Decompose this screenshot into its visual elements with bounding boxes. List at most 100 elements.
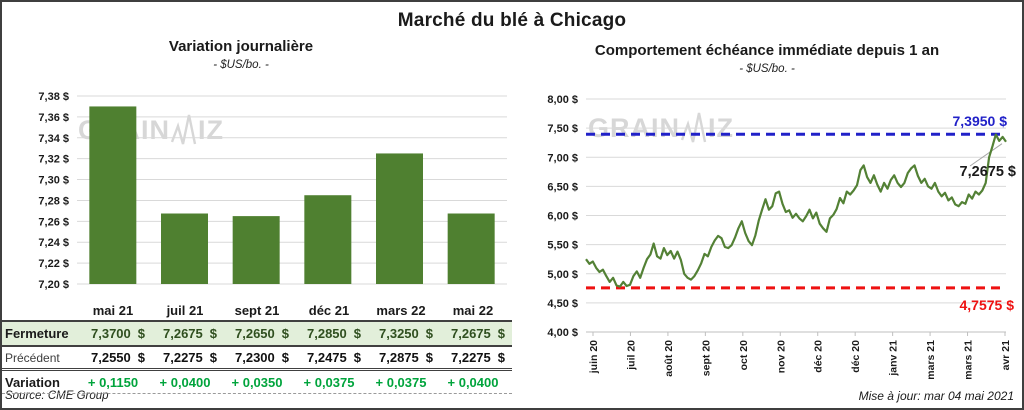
currency-sign: $: [497, 326, 505, 341]
y-tick-label: 7,26 $: [38, 216, 69, 228]
row-label: Fermeture: [5, 326, 69, 341]
currency-sign: $: [425, 350, 433, 365]
value-number: 7,2275: [163, 350, 203, 365]
table-value-cell: 7,2275 $: [149, 350, 221, 365]
table-variation-cell: + 0,0350: [231, 374, 283, 390]
high-label: 7,3950 $: [953, 113, 1008, 129]
x-tick-label: déc 20: [850, 340, 862, 373]
y-tick-label: 6,50 $: [547, 181, 578, 193]
bar: [304, 195, 352, 284]
value-number: 7,2850: [307, 326, 347, 341]
table-header-cell: mars 22: [376, 302, 426, 318]
bar-chart-title: Variation journalière: [168, 38, 314, 55]
table-row: Variation + 0,1150 + 0,0400 + 0,0350 + 0,037…: [2, 371, 512, 394]
table-value-cell: 7,2675 $: [437, 326, 509, 341]
y-tick-label: 7,30 $: [38, 175, 69, 187]
table-row: Fermeture 7,3700 $7,2675 $7,2650 $7,2850 $7,3…: [2, 320, 512, 347]
x-tick-label: déc 20: [813, 340, 825, 373]
y-tick-label: 8,00 $: [547, 94, 578, 106]
grainwiz-watermark: GRAIN IZ: [588, 112, 734, 144]
currency-sign: $: [281, 350, 289, 365]
y-tick-label: 5,50 $: [547, 240, 578, 252]
y-tick-label: 4,00 $: [547, 327, 578, 339]
line-chart: 8,00 $ 7,50 $ 7,00 $ 6,50 $ 6,00 $ 5,50 $ 5,00…: [547, 94, 1016, 380]
watermark-text: IZ: [708, 112, 734, 143]
y-tick-label: 7,28 $: [38, 195, 69, 207]
value-number: 7,2675: [163, 326, 203, 341]
table-header-cell: mai 21: [92, 302, 134, 318]
line-chart-title: Comportement échéance immédiate depuis 1…: [594, 42, 940, 59]
y-tick-label: 7,32 $: [38, 154, 69, 166]
x-tick-label: avr 21: [1000, 340, 1012, 371]
value-number: 7,3700: [91, 326, 131, 341]
y-tick-label: 7,20 $: [38, 279, 69, 291]
bar: [89, 106, 137, 284]
table-value-cell: 7,3250 $: [365, 326, 437, 341]
row-label: Précédent: [5, 350, 60, 365]
currency-sign: $: [281, 326, 289, 341]
x-tick-label: mars 21: [963, 340, 975, 380]
table-header-cell: sept 21: [234, 302, 280, 318]
y-tick-label: 5,00 $: [547, 269, 578, 281]
row-label: Variation: [5, 374, 60, 390]
low-label: 4,7575 $: [960, 297, 1015, 313]
bar: [161, 213, 208, 284]
table-value-cell: 7,2550 $: [77, 350, 149, 365]
table-value-cell: 7,3700 $: [77, 326, 149, 341]
currency-sign: $: [209, 350, 217, 365]
x-tick-label: juil 20: [625, 340, 637, 371]
watermark-zigzag-icon: [171, 114, 197, 145]
value-number: 7,2275: [451, 350, 491, 365]
last-price-label: 7,2675 $: [960, 164, 1016, 180]
table-variation-cell: + 0,0400: [447, 374, 499, 390]
currency-sign: $: [137, 350, 145, 365]
value-number: 7,3250: [379, 326, 419, 341]
value-number: 7,2875: [379, 350, 419, 365]
y-tick-label: 7,36 $: [38, 112, 69, 124]
x-tick-label: juin 20: [588, 340, 600, 374]
bar: [376, 153, 423, 284]
table-value-cell: 7,2475 $: [293, 350, 365, 365]
price-series: [585, 133, 1007, 288]
currency-sign: $: [497, 350, 505, 365]
value-number: 7,2475: [307, 350, 347, 365]
y-tick-label: 7,38 $: [38, 91, 69, 103]
table-value-cell: 7,2275 $: [437, 350, 509, 365]
line-chart-subtitle: - $US/bo. -: [739, 63, 795, 75]
quotes-table: mai 21 juil 21 sept 21 déc 21 mars 22 mai 22 F…: [2, 300, 512, 394]
x-tick-label: nov 20: [775, 340, 787, 373]
x-tick-label: oct 20: [738, 340, 750, 371]
y-tick-label: 7,24 $: [38, 237, 69, 249]
page-title: Marché du blé à Chicago: [397, 10, 627, 31]
table-variation-cell: + 0,0375: [375, 374, 427, 390]
value-number: 7,2550: [91, 350, 131, 365]
bar: [232, 216, 280, 284]
currency-sign: $: [137, 326, 145, 341]
table-header-cell: mai 22: [452, 302, 494, 318]
y-tick-label: 6,00 $: [547, 211, 578, 223]
y-tick-label: 7,50 $: [547, 123, 578, 135]
y-tick-label: 4,50 $: [547, 298, 578, 310]
currency-sign: $: [209, 326, 217, 341]
x-tick-label: janv 21: [888, 340, 900, 377]
bar: [447, 213, 495, 284]
leader-line: [969, 143, 1003, 167]
table-row: Précédent 7,2550 $7,2275 $7,2300 $7,2475 $7,2…: [2, 347, 512, 371]
y-tick-label: 7,22 $: [38, 258, 69, 270]
value-number: 7,2675: [451, 326, 491, 341]
value-number: 7,2650: [235, 326, 275, 341]
y-tick-label: 7,34 $: [38, 133, 69, 145]
watermark-text: GRAIN: [588, 112, 680, 143]
table-header-cell: déc 21: [308, 302, 350, 318]
x-tick-label: août 20: [663, 340, 675, 377]
y-tick-label: 7,00 $: [547, 152, 578, 164]
bar-chart: 7,38 $ 7,36 $ 7,34 $ 7,32 $ 7,30 $ 7,28 $ 7,26…: [38, 91, 507, 291]
currency-sign: $: [425, 326, 433, 341]
currency-sign: $: [353, 326, 361, 341]
currency-sign: $: [353, 350, 361, 365]
table-variation-cell: + 0,0400: [159, 374, 211, 390]
table-variation-cell: + 0,1150: [87, 374, 139, 390]
watermark-zigzag-icon: [681, 112, 707, 143]
value-number: 7,2300: [235, 350, 275, 365]
